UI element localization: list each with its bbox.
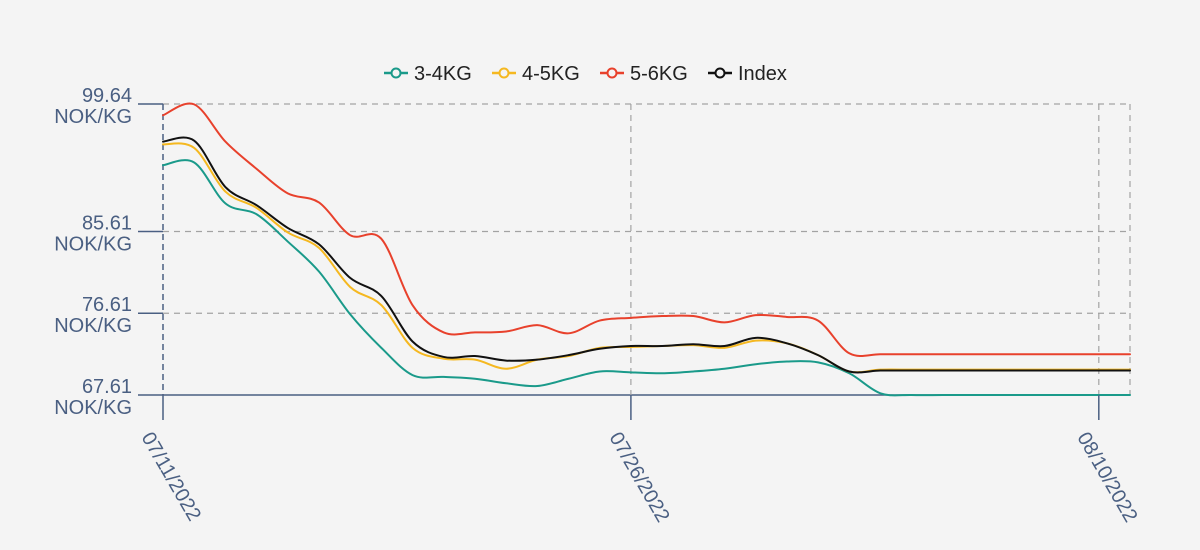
series-lines [162,102,1131,397]
legend-swatch-marker [714,67,726,79]
y-tick-unit: NOK/KG [54,106,132,128]
series-line-5-6kg [162,102,1131,358]
legend-item-index[interactable]: Index [708,63,787,85]
legend-item-3-4kg[interactable]: 3-4KG [384,63,472,85]
legend-label: Index [738,63,787,85]
y-tick-unit: NOK/KG [54,233,132,255]
y-tick-unit: NOK/KG [54,397,132,419]
legend-label: 3-4KG [414,63,472,85]
y-tick-label: 99.64 [82,85,132,107]
series-line-index [162,136,1131,374]
y-axis-ticks: 99.64NOK/KG85.61NOK/KG76.61NOK/KG67.61NO… [54,85,163,419]
legend-swatch-marker [498,67,510,79]
legend-label: 4-5KG [522,63,580,85]
series-line-4-5kg [162,142,1131,374]
legend: 3-4KG 4-5KG 5-6KG Index [384,63,787,85]
series-line-3-4kg [162,159,1131,397]
x-axis-ticks: 07/11/2022 07/26/2022 08/10/2022 [137,395,1142,526]
legend-item-5-6kg[interactable]: 5-6KG [600,63,688,85]
x-tick-label: 08/10/2022 [1072,429,1141,527]
legend-swatch-marker [606,67,618,79]
y-tick-label: 76.61 [82,294,132,316]
y-tick-label: 85.61 [82,212,132,234]
x-tick-label: 07/26/2022 [605,429,674,527]
y-tick-unit: NOK/KG [54,315,132,337]
x-tick-label: 07/11/2022 [137,429,205,525]
legend-swatch-marker [390,67,402,79]
y-tick-label: 67.61 [82,376,132,398]
legend-item-4-5kg[interactable]: 4-5KG [492,63,580,85]
gridlines [163,103,1131,396]
legend-label: 5-6KG [630,63,688,85]
